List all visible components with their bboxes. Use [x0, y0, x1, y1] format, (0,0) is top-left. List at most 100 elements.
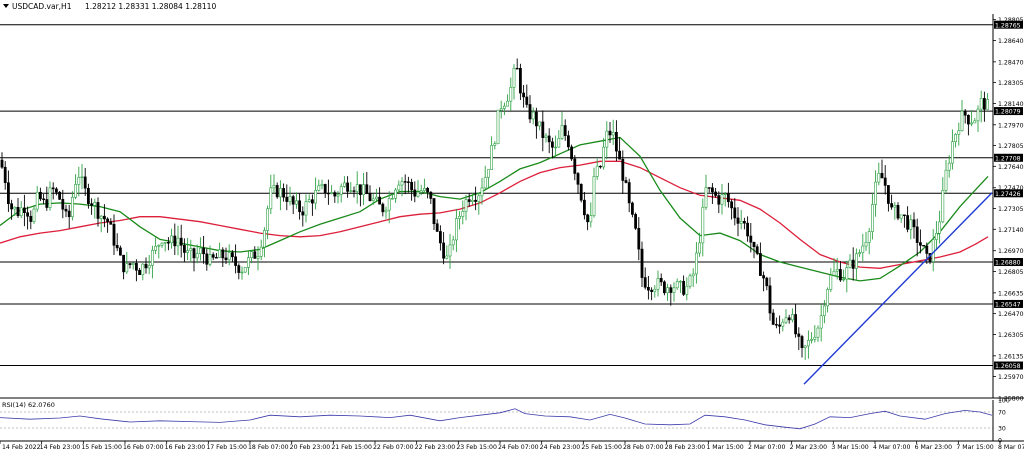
candle-body	[749, 235, 753, 243]
time-tick-label: 17 Feb 15:00	[206, 444, 247, 451]
candle-body	[906, 215, 910, 230]
candle-body	[147, 265, 151, 269]
candle-body	[557, 138, 561, 148]
candle-body	[211, 254, 215, 258]
candle-body	[13, 206, 17, 210]
rsi-panel: 10070300RSI(14) 62.0760	[0, 398, 1010, 445]
candle-body	[77, 177, 81, 185]
candle-body	[922, 245, 926, 247]
candle-body	[470, 199, 474, 202]
candle-body	[448, 244, 452, 257]
candle-body	[154, 245, 158, 251]
candle-body	[314, 190, 318, 204]
candle-body	[573, 158, 577, 174]
level-price-tag	[994, 258, 1023, 267]
candle-body	[80, 176, 84, 178]
candle-body	[400, 181, 404, 186]
level-price-tag-label: 1.26880	[995, 260, 1021, 267]
candle-body	[608, 130, 612, 136]
time-tick-label: 8 Mar 07:00	[998, 444, 1024, 451]
candle-body	[432, 198, 436, 225]
candle-body	[845, 267, 849, 280]
candle-body	[982, 98, 986, 110]
candle-body	[291, 196, 295, 205]
candle-body	[938, 221, 942, 234]
candle-body	[368, 193, 372, 201]
candle-body	[678, 280, 682, 283]
candle-body	[403, 181, 407, 183]
candle-body	[390, 198, 394, 200]
candle-body	[656, 278, 660, 290]
candle-body	[317, 185, 321, 191]
candle-body	[445, 255, 449, 259]
candle-body	[458, 216, 462, 219]
candle-body	[247, 257, 250, 268]
price-tick-label: 1.27470	[998, 185, 1024, 192]
candle-body	[266, 208, 270, 231]
candle-body	[253, 251, 257, 259]
candle-body	[787, 317, 791, 321]
candle-body	[739, 221, 743, 224]
candle-body	[93, 202, 97, 206]
candle-body	[835, 269, 839, 272]
candle-body	[112, 224, 116, 246]
candle-body	[74, 184, 78, 198]
horizontal-levels[interactable]: 1.28765 1.28079 1.27708 1.27426 1.26880 1.265…	[0, 20, 1023, 370]
candle-body	[413, 189, 417, 197]
candle-body	[662, 281, 666, 294]
candle-body	[970, 122, 974, 125]
support-trendline[interactable]	[803, 192, 993, 385]
candle-body	[570, 146, 574, 160]
candle-body	[0, 159, 4, 168]
trendline[interactable]	[803, 192, 993, 385]
candle-body	[99, 215, 103, 219]
candle-body	[397, 184, 401, 191]
candle-body	[454, 218, 458, 241]
candle-body	[720, 194, 724, 205]
candle-body	[746, 222, 750, 237]
candle-body	[115, 245, 119, 249]
candle-body	[925, 245, 929, 254]
candle-body	[234, 256, 238, 266]
candle-body	[426, 187, 430, 193]
candle-body	[714, 191, 718, 196]
time-tick-label: 4 Mar 07:00	[873, 444, 910, 451]
candle-body	[83, 176, 87, 189]
chevron-down-icon[interactable]	[3, 4, 9, 8]
candle-body	[704, 187, 708, 208]
candle-body	[502, 105, 506, 109]
candle-body	[480, 187, 484, 197]
candle-body	[893, 205, 897, 208]
candle-body	[915, 226, 919, 243]
candle-body	[586, 214, 590, 223]
candle-body	[896, 205, 900, 219]
candle-body	[582, 199, 586, 216]
candle-body	[173, 235, 177, 247]
rsi-tick-label: 70	[998, 410, 1006, 417]
candle-body	[298, 200, 302, 213]
candle-body	[26, 212, 30, 217]
price-tick-label: 1.27140	[998, 227, 1024, 234]
candle-body	[659, 278, 663, 283]
moving-average-slow	[0, 160, 989, 269]
candle-body	[199, 247, 202, 254]
candle-body	[842, 278, 846, 281]
candle-body	[707, 187, 711, 189]
candle-body	[605, 130, 609, 148]
candle-body	[794, 314, 798, 335]
candle-body	[419, 190, 423, 193]
time-tick-label: 18 Feb 07:00	[248, 444, 289, 451]
time-tick-label: 7 Mar 15:00	[956, 444, 993, 451]
candle-body	[758, 253, 762, 276]
time-tick-label: 22 Feb 07:00	[373, 444, 414, 451]
candle-body	[752, 241, 756, 247]
candle-body	[698, 242, 702, 254]
level-price-tag-label: 1.27426	[995, 191, 1021, 198]
candle-body	[851, 259, 855, 269]
candle-body	[330, 192, 334, 194]
candle-body	[595, 165, 599, 177]
candle-body	[167, 242, 170, 244]
candle-body	[848, 259, 852, 268]
